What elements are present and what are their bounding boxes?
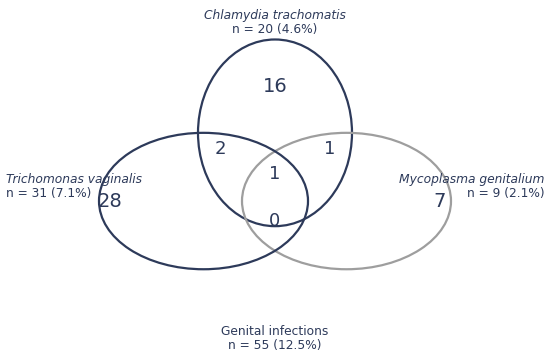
Text: n = 9 (2.1%): n = 9 (2.1%) xyxy=(467,187,544,200)
Text: 1: 1 xyxy=(270,165,280,183)
Text: Genital infections: Genital infections xyxy=(221,325,329,338)
Text: 0: 0 xyxy=(270,212,280,230)
Text: 7: 7 xyxy=(434,192,446,210)
Text: n = 20 (4.6%): n = 20 (4.6%) xyxy=(232,23,318,36)
Text: 1: 1 xyxy=(324,140,336,158)
Text: 28: 28 xyxy=(98,192,122,210)
Text: 16: 16 xyxy=(263,77,287,95)
Text: Chlamydia trachomatis: Chlamydia trachomatis xyxy=(204,9,346,22)
Text: n = 31 (7.1%): n = 31 (7.1%) xyxy=(6,187,91,200)
Text: Trichomonas vaginalis: Trichomonas vaginalis xyxy=(6,173,141,186)
Text: n = 55 (12.5%): n = 55 (12.5%) xyxy=(228,339,322,352)
Text: Mycoplasma genitalium: Mycoplasma genitalium xyxy=(399,173,544,186)
Text: 2: 2 xyxy=(214,140,225,158)
